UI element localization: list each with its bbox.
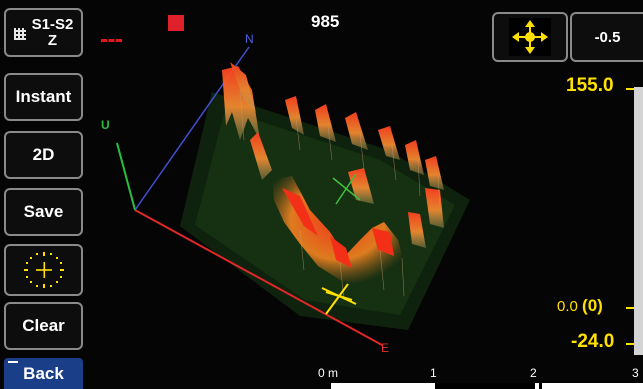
east-axis-label: E bbox=[381, 341, 390, 355]
s1-s2-z-button[interactable]: S1-S2 Z bbox=[4, 8, 83, 57]
back-label: Back bbox=[23, 363, 64, 383]
back-button[interactable]: Back bbox=[4, 358, 83, 389]
move-view-button[interactable] bbox=[492, 12, 568, 62]
grid-icon bbox=[14, 28, 26, 40]
scale-zero-marker: (0) bbox=[582, 296, 603, 315]
green-cursor-marker bbox=[332, 173, 361, 205]
clear-button[interactable]: Clear bbox=[4, 302, 83, 350]
scale-zero-tick bbox=[626, 307, 634, 309]
north-axis-label: N bbox=[245, 32, 254, 46]
east-axis-line bbox=[134, 209, 383, 346]
crosshair-target-icon bbox=[23, 252, 64, 288]
back-dash-mark bbox=[8, 361, 18, 363]
ruler-label-1: 1 bbox=[430, 366, 437, 380]
scale-zero-label: 0.0 (0) bbox=[557, 296, 603, 316]
ruler-label-0: 0 m bbox=[318, 366, 339, 380]
color-scale-bar bbox=[634, 87, 643, 355]
scale-max-label: 155.0 bbox=[566, 75, 614, 96]
red-dash-indicator bbox=[101, 39, 122, 42]
move-arrows-icon bbox=[512, 20, 548, 54]
scale-min-tick bbox=[626, 343, 634, 345]
up-axis-label: U bbox=[101, 118, 110, 132]
ruler-label-3: 3 bbox=[632, 366, 639, 380]
z-label: Z bbox=[47, 31, 58, 49]
target-button[interactable] bbox=[4, 244, 83, 296]
yellow-cursor-marker bbox=[321, 283, 357, 315]
ruler-label-2: 2 bbox=[530, 366, 537, 380]
instant-button[interactable]: Instant bbox=[4, 73, 83, 121]
2d-view-button[interactable]: 2D bbox=[4, 131, 83, 179]
scale-zero-value: 0.0 bbox=[557, 298, 578, 315]
trace-counter: 985 bbox=[311, 12, 340, 31]
scale-min-label: -24.0 bbox=[571, 331, 615, 352]
reflection-streaks bbox=[239, 89, 441, 301]
scale-max-tick bbox=[626, 88, 634, 90]
save-button[interactable]: Save bbox=[4, 188, 83, 236]
s1s2-label: S1-S2 bbox=[31, 15, 74, 33]
offset-button[interactable]: -0.5 bbox=[570, 12, 643, 62]
record-indicator bbox=[168, 15, 184, 31]
up-axis-line bbox=[116, 142, 136, 211]
distance-ruler bbox=[331, 383, 643, 389]
